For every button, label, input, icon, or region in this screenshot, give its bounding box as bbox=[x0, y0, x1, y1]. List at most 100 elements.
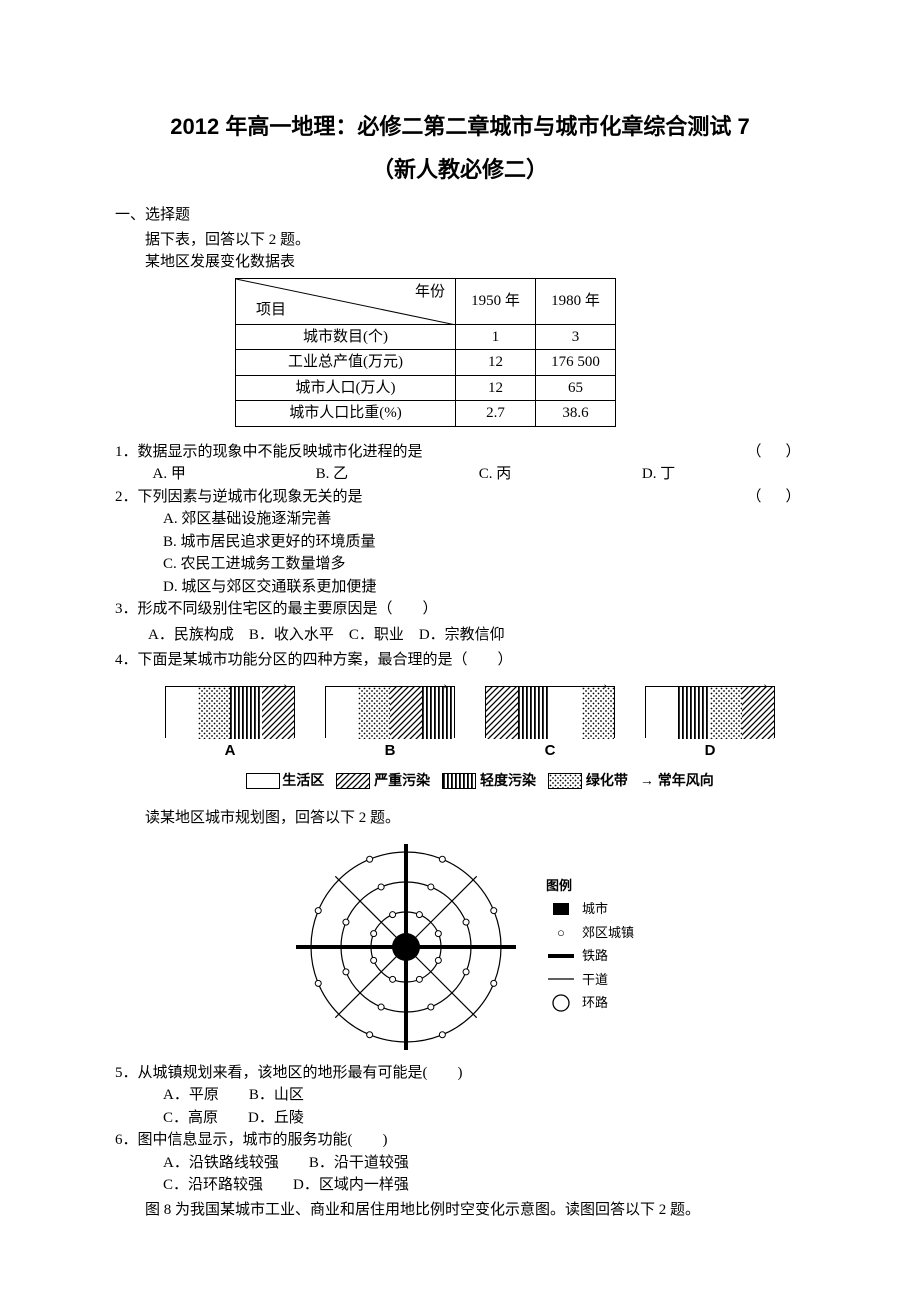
zone-segment bbox=[358, 687, 390, 739]
intro-line-3: 读某地区城市规划图，回答以下 2 题。 bbox=[115, 807, 805, 830]
intro-line-1: 据下表，回答以下 2 题。 bbox=[115, 229, 805, 252]
row-label: 城市人口比重(%) bbox=[236, 401, 456, 427]
table-row: 工业总产值(万元) 12 176 500 bbox=[236, 350, 616, 376]
legend-town: 郊区城镇 bbox=[582, 923, 634, 943]
zone-label-d: D bbox=[645, 740, 775, 763]
zone-segment bbox=[198, 687, 230, 739]
intro-line-2: 某地区发展变化数据表 bbox=[115, 251, 805, 274]
swatch-blank bbox=[246, 773, 280, 789]
cell: 2.7 bbox=[456, 401, 536, 427]
zone-block-c: → C bbox=[485, 686, 615, 763]
zone-segment bbox=[678, 687, 710, 739]
row-label: 城市人口(万人) bbox=[236, 375, 456, 401]
swatch-heavy bbox=[336, 773, 370, 789]
cell: 12 bbox=[456, 375, 536, 401]
city-icon bbox=[546, 903, 576, 915]
zone-label-c: C bbox=[485, 740, 615, 763]
legend-light: 轻度污染 bbox=[480, 772, 536, 788]
cell: 38.6 bbox=[536, 401, 616, 427]
col-header-1: 1950 年 bbox=[456, 278, 536, 324]
zone-label-a: A bbox=[165, 740, 295, 763]
legend-title: 图例 bbox=[546, 876, 634, 896]
table-row: 城市人口(万人) 12 65 bbox=[236, 375, 616, 401]
town-icon: ○ bbox=[546, 923, 576, 943]
legend-life: 生活区 bbox=[282, 772, 324, 788]
zone-segment bbox=[518, 687, 550, 739]
wind-arrow-icon: → bbox=[274, 673, 290, 697]
legend-green: 绿化带 bbox=[586, 772, 628, 788]
cell: 65 bbox=[536, 375, 616, 401]
data-table: 年份 项目 1950 年 1980 年 城市数目(个) 1 3 工业总产值(万元… bbox=[235, 278, 616, 427]
q2-stem: 2．下列因素与逆城市化现象无关的是 （ ） bbox=[115, 486, 805, 509]
zone-segment bbox=[166, 687, 198, 739]
q5-opts-line2: C．高原 D．丘陵 bbox=[115, 1107, 805, 1130]
swatch-light bbox=[442, 773, 476, 789]
q1-text: 1．数据显示的现象中不能反映城市化进程的是 bbox=[115, 444, 423, 460]
legend-rail: 铁路 bbox=[582, 946, 608, 966]
diag-bot-label: 项目 bbox=[256, 299, 286, 322]
zone-segment bbox=[486, 687, 518, 739]
zone-block-a: → A bbox=[165, 686, 295, 763]
legend-road: 干道 bbox=[582, 970, 608, 990]
cell: 12 bbox=[456, 350, 536, 376]
radial-diagram: 图例 城市 ○ 郊区城镇 铁路 干道 环路 bbox=[115, 842, 805, 1052]
q1-opt-c: C. 丙 bbox=[479, 463, 642, 486]
zone-segment bbox=[230, 687, 262, 739]
legend-ring: 环路 bbox=[582, 993, 608, 1013]
table-diag-header: 年份 项目 bbox=[236, 278, 456, 324]
zone-segment bbox=[326, 687, 358, 739]
zone-block-d: → D bbox=[645, 686, 775, 763]
q6-opts-line1: A．沿铁路线较强 B．沿干道较强 bbox=[115, 1152, 805, 1175]
legend-wind-label: 常年风向 bbox=[658, 772, 714, 788]
q5-opts-line1: A．平原 B．山区 bbox=[115, 1084, 805, 1107]
q1-opt-d: D. 丁 bbox=[642, 463, 805, 486]
cell: 3 bbox=[536, 324, 616, 350]
legend-city: 城市 bbox=[582, 899, 608, 919]
q1-options: A. 甲 B. 乙 C. 丙 D. 丁 bbox=[115, 463, 805, 486]
wind-arrow-icon: → bbox=[434, 673, 450, 697]
q1-stem: 1．数据显示的现象中不能反映城市化进程的是 （ ） bbox=[115, 441, 805, 464]
zone-segment bbox=[710, 687, 742, 739]
q1-opt-a: A. 甲 bbox=[153, 463, 316, 486]
table-row: 城市数目(个) 1 3 bbox=[236, 324, 616, 350]
rail-icon bbox=[546, 953, 576, 959]
radial-legend: 图例 城市 ○ 郊区城镇 铁路 干道 环路 bbox=[546, 872, 634, 1052]
q2-opt-c: C. 农民工进城务工数量增多 bbox=[115, 553, 805, 576]
q3-options: A．民族构成 B．收入水平 C．职业 D．宗教信仰 bbox=[115, 624, 805, 647]
title-sub: （新人教必修二） bbox=[115, 153, 805, 186]
zone-segment bbox=[646, 687, 678, 739]
cell: 1 bbox=[456, 324, 536, 350]
ring-icon bbox=[546, 993, 576, 1013]
wind-arrow-icon: → bbox=[754, 673, 770, 697]
q2-opt-b: B. 城市居民追求更好的环境质量 bbox=[115, 531, 805, 554]
row-label: 城市数目(个) bbox=[236, 324, 456, 350]
row-label: 工业总产值(万元) bbox=[236, 350, 456, 376]
zone-label-b: B bbox=[325, 740, 455, 763]
q2-opt-d: D. 城区与郊区交通联系更加便捷 bbox=[115, 576, 805, 599]
wind-arrow-icon: → bbox=[594, 673, 610, 697]
cell: 176 500 bbox=[536, 350, 616, 376]
legend-wind: → 常年风向 bbox=[640, 770, 714, 791]
q2-text: 2．下列因素与逆城市化现象无关的是 bbox=[115, 489, 363, 505]
q5-stem: 5．从城镇规划来看，该地区的地形最有可能是( ) bbox=[115, 1062, 805, 1085]
table-row: 城市人口比重(%) 2.7 38.6 bbox=[236, 401, 616, 427]
q1-opt-b: B. 乙 bbox=[316, 463, 479, 486]
road-icon bbox=[546, 976, 576, 982]
swatch-green bbox=[548, 773, 582, 789]
q2-opt-a: A. 郊区基础设施逐渐完善 bbox=[115, 508, 805, 531]
zone-segment bbox=[550, 687, 582, 739]
zone-diagram-row: → A → B → C → D bbox=[165, 686, 775, 763]
q6-stem: 6．图中信息显示，城市的服务功能( ) bbox=[115, 1129, 805, 1152]
q3-stem: 3．形成不同级别住宅区的最主要原因是（ ） bbox=[115, 598, 805, 621]
footer-line: 图 8 为我国某城市工业、商业和居住用地比例时空变化示意图。读图回答以下 2 题… bbox=[115, 1199, 805, 1222]
col-header-2: 1980 年 bbox=[536, 278, 616, 324]
section-heading: 一、选择题 bbox=[115, 204, 805, 227]
q6-opts-line2: C．沿环路较强 D．区域内一样强 bbox=[115, 1174, 805, 1197]
title-main: 2012 年高一地理：必修二第二章城市与城市化章综合测试 7 bbox=[115, 110, 805, 143]
diag-top-label: 年份 bbox=[415, 281, 445, 304]
zone-segment bbox=[390, 687, 422, 739]
zone-legend: 生活区 严重污染 轻度污染 绿化带 → 常年风向 bbox=[155, 770, 805, 791]
q1-paren: （ ） bbox=[746, 441, 805, 464]
zone-block-b: → B bbox=[325, 686, 455, 763]
radial-svg bbox=[286, 842, 526, 1052]
